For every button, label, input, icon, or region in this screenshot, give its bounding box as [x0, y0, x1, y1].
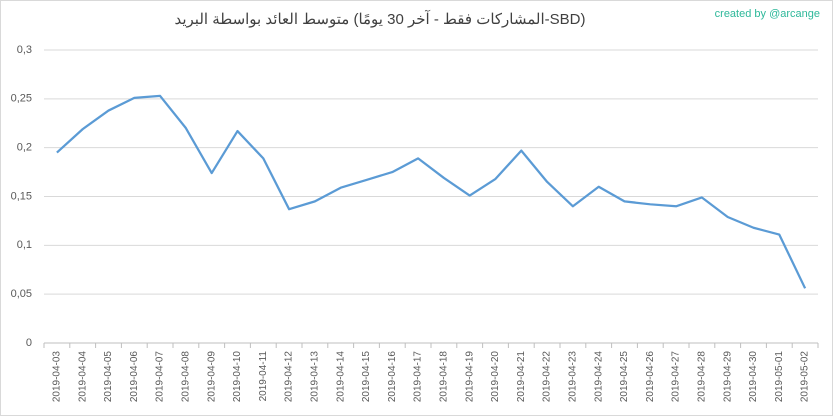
chart-title: متوسط العائد بواسطة البريد (المشاركات فق… — [174, 10, 585, 28]
x-tick-label: 2019-04-22 — [542, 351, 553, 403]
x-tick-label: 2019-04-17 — [413, 351, 424, 403]
x-tick-label: 2019-04-15 — [361, 351, 372, 403]
y-tick-label: 0,1 — [17, 239, 32, 251]
x-tick-label: 2019-04-16 — [387, 351, 398, 403]
y-tick-label: 0,15 — [11, 190, 32, 202]
y-tick-label: 0,05 — [11, 288, 32, 300]
x-tick-label: 2019-04-30 — [748, 351, 759, 403]
x-tick-label: 2019-04-13 — [310, 351, 321, 403]
y-tick-label: 0,25 — [11, 93, 32, 105]
x-tick-label: 2019-04-12 — [284, 351, 295, 403]
x-tick-label: 2019-04-04 — [77, 351, 88, 403]
x-tick-label: 2019-04-05 — [103, 351, 114, 403]
x-tick-label: 2019-04-11 — [258, 351, 269, 402]
x-tick-label: 2019-04-25 — [619, 351, 630, 403]
y-tick-label: 0 — [26, 337, 32, 349]
x-tick-label: 2019-04-23 — [568, 351, 579, 403]
x-tick-label: 2019-04-18 — [439, 351, 450, 403]
x-tick-label: 2019-04-10 — [232, 351, 243, 403]
x-tick-label: 2019-04-06 — [129, 351, 140, 403]
x-tick-label: 2019-04-24 — [593, 351, 604, 403]
x-tick-label: 2019-04-09 — [206, 351, 217, 403]
x-tick-label: 2019-04-26 — [645, 351, 656, 403]
x-tick-label: 2019-04-29 — [722, 351, 733, 403]
y-tick-label: 0,2 — [17, 142, 32, 154]
x-tick-label: 2019-05-02 — [800, 351, 811, 403]
x-tick-label: 2019-04-08 — [181, 351, 192, 403]
x-tick-label: 2019-04-07 — [155, 351, 166, 403]
x-tick-label: 2019-04-19 — [464, 351, 475, 403]
x-tick-label: 2019-04-27 — [671, 351, 682, 403]
x-tick-label: 2019-04-14 — [335, 351, 346, 403]
x-tick-label: 2019-04-03 — [52, 351, 63, 403]
x-tick-label: 2019-04-21 — [516, 351, 527, 403]
data-line — [56, 94, 807, 289]
annotation: created by @arcange — [715, 8, 820, 20]
x-tick-label: 2019-04-28 — [697, 351, 708, 403]
x-tick-label: 2019-05-01 — [774, 351, 785, 403]
y-tick-label: 0,3 — [17, 44, 32, 56]
x-tick-label: 2019-04-20 — [490, 351, 501, 403]
